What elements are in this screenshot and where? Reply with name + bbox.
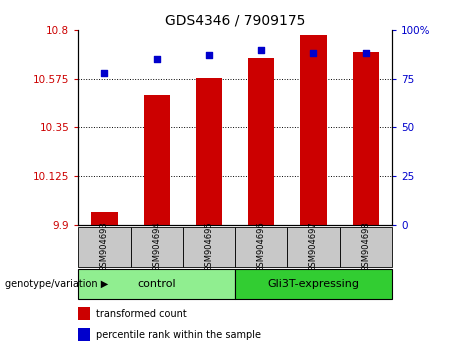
Point xyxy=(153,56,160,62)
Bar xyxy=(78,227,130,267)
Bar xyxy=(196,78,222,225)
Text: percentile rank within the sample: percentile rank within the sample xyxy=(95,330,260,340)
Text: Gli3T-expressing: Gli3T-expressing xyxy=(267,279,360,289)
Bar xyxy=(78,307,90,320)
Text: GSM904693: GSM904693 xyxy=(100,222,109,272)
Text: GSM904695: GSM904695 xyxy=(205,222,213,272)
Point xyxy=(101,70,108,76)
Bar xyxy=(340,227,392,267)
Bar xyxy=(235,227,287,267)
Point xyxy=(362,51,369,56)
Point xyxy=(205,52,213,58)
Point xyxy=(310,51,317,56)
Text: genotype/variation ▶: genotype/variation ▶ xyxy=(5,279,108,289)
Text: GSM904698: GSM904698 xyxy=(361,222,370,272)
Bar xyxy=(78,269,235,299)
Bar xyxy=(130,227,183,267)
Text: GSM904697: GSM904697 xyxy=(309,222,318,272)
Bar xyxy=(144,95,170,225)
Text: GSM904694: GSM904694 xyxy=(152,222,161,272)
Text: transformed count: transformed count xyxy=(95,309,186,319)
Bar xyxy=(287,227,340,267)
Point xyxy=(258,47,265,52)
Bar xyxy=(248,58,274,225)
Bar xyxy=(78,328,90,341)
Text: GSM904696: GSM904696 xyxy=(257,222,266,272)
Bar xyxy=(183,227,235,267)
Text: control: control xyxy=(137,279,176,289)
Bar xyxy=(353,52,379,225)
Bar xyxy=(91,212,118,225)
Bar xyxy=(235,269,392,299)
Title: GDS4346 / 7909175: GDS4346 / 7909175 xyxy=(165,13,305,28)
Bar xyxy=(301,35,326,225)
